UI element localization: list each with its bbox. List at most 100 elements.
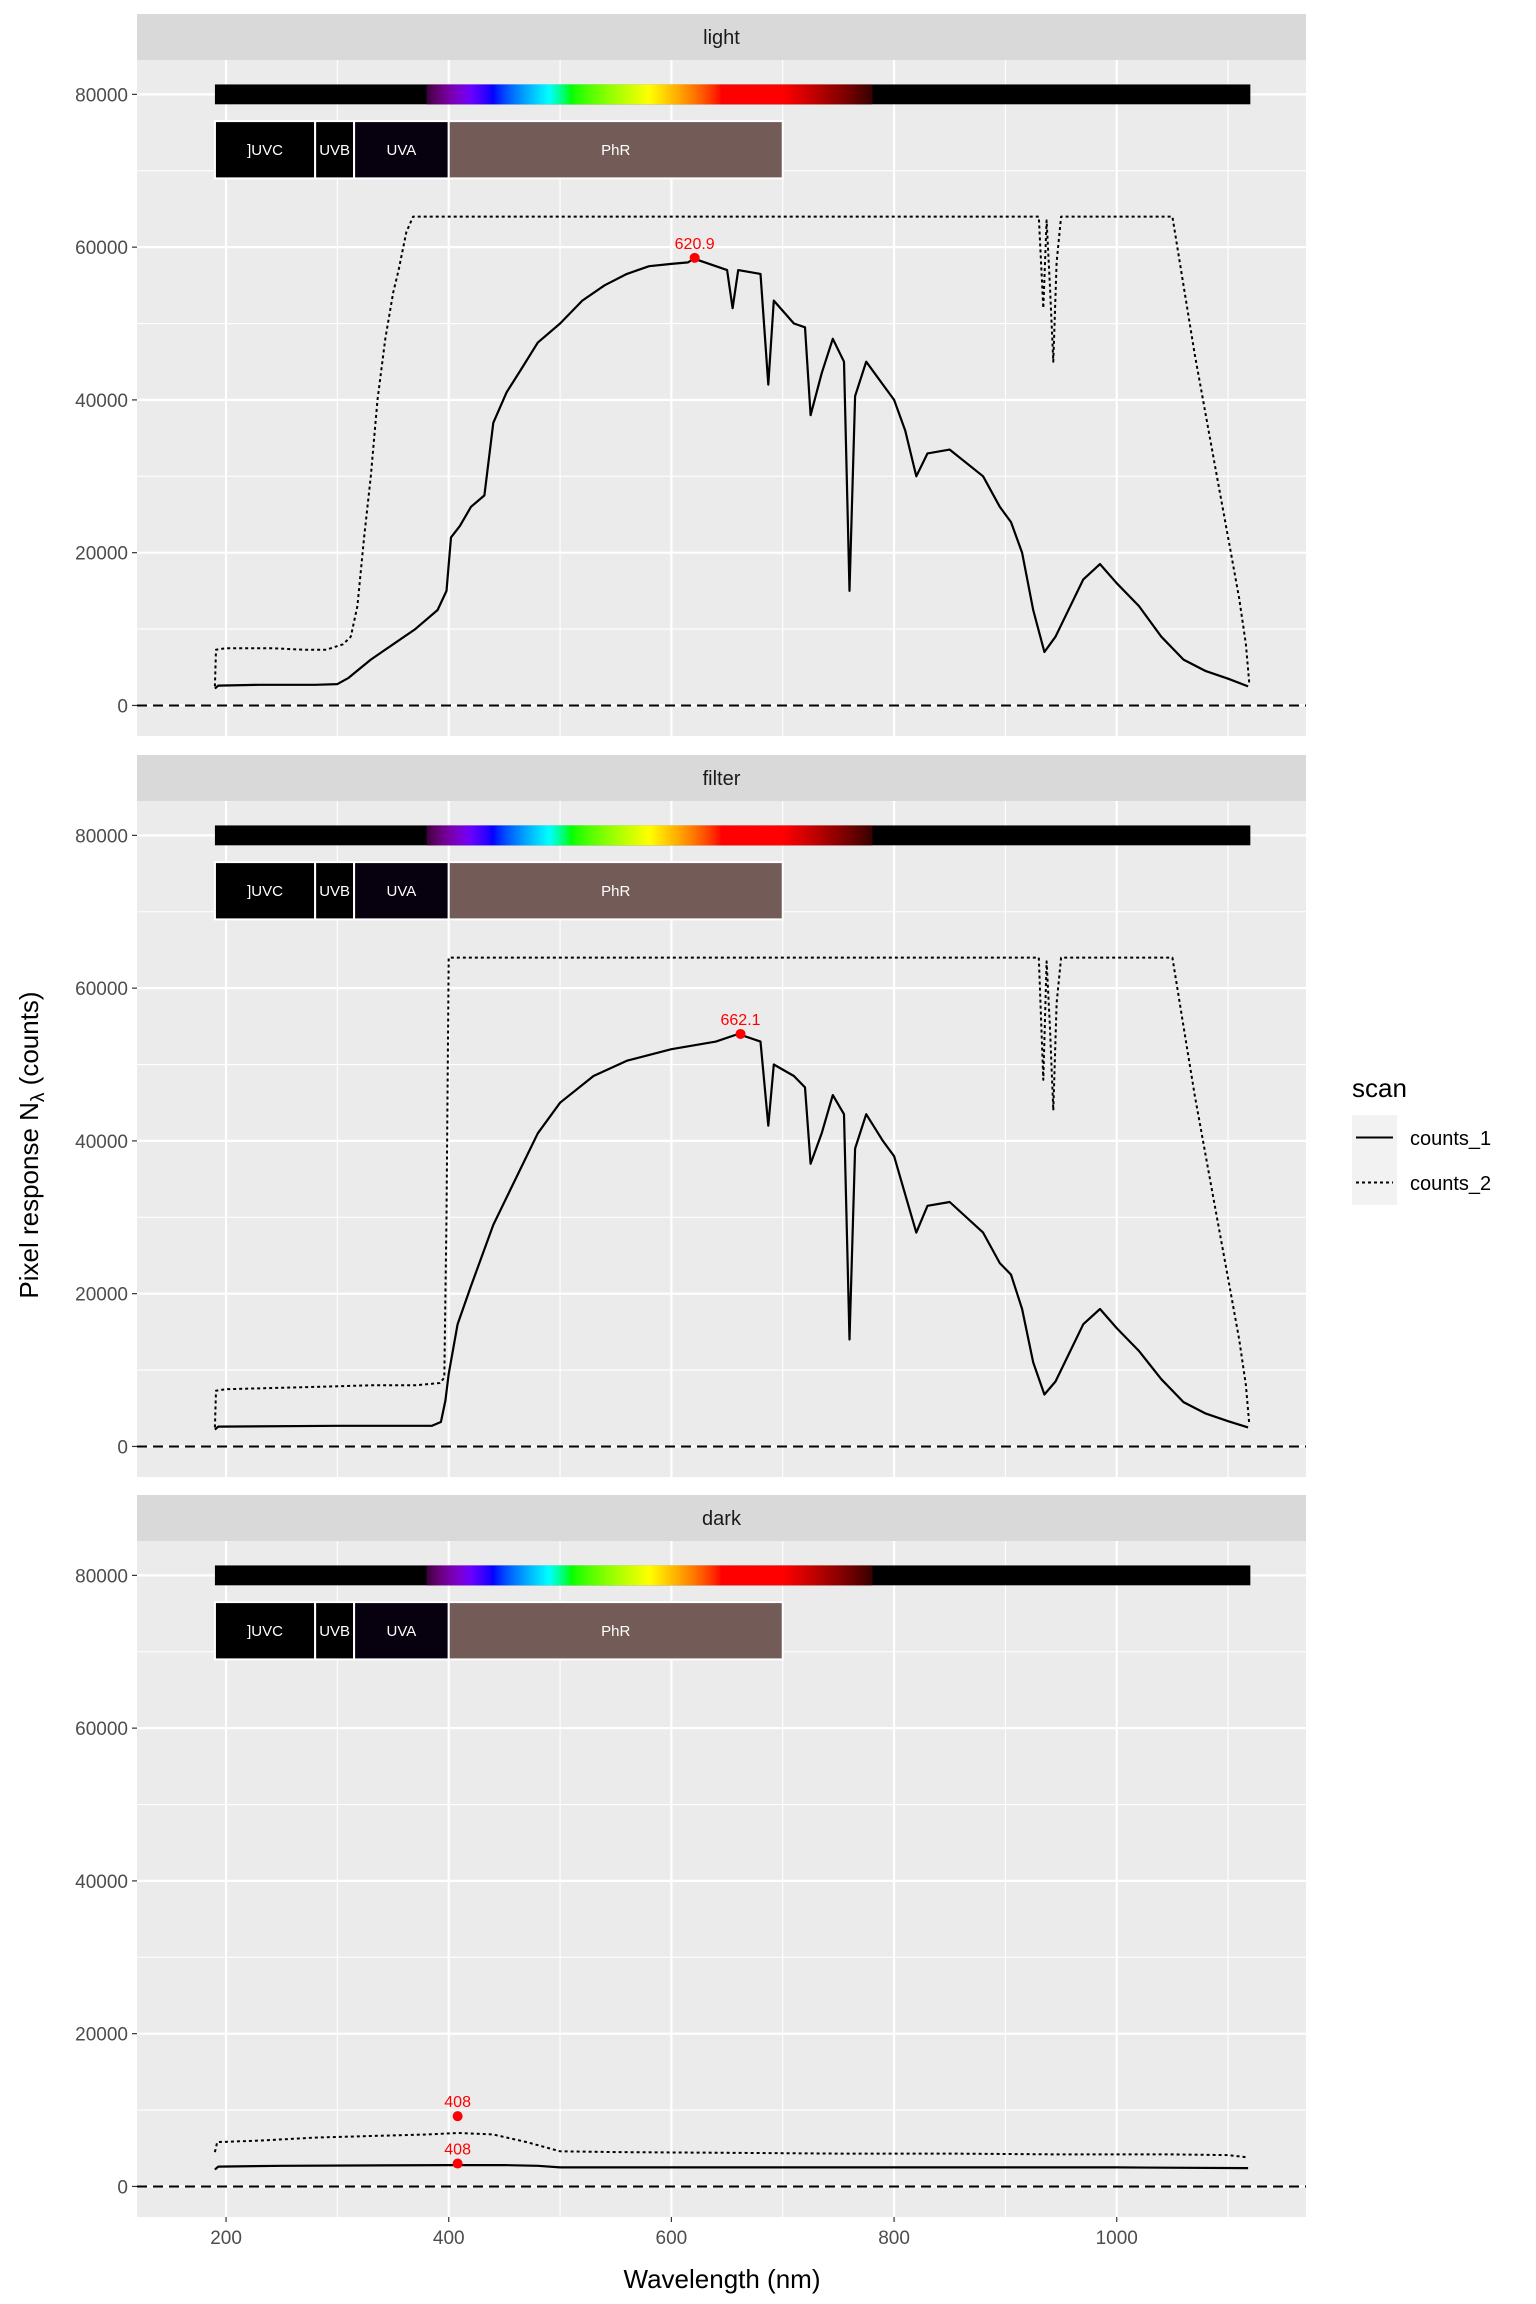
spectrum-bar-slice [704,84,708,105]
spectrum-bar-slice [702,825,706,846]
spectrum-bar-slice [433,1565,436,1586]
spectrum-bar-slice [526,84,530,105]
spectrum-bar-slice [519,825,523,846]
spectrum-bar-slice [827,84,831,105]
spectrum-bar-slice [580,1565,583,1586]
spectrum-bar-slice [577,84,581,105]
spectrum-bar-slice [778,1565,782,1586]
spectrum-bar-slice [867,1565,871,1586]
spectrum-bar-slice [709,1565,713,1586]
spectrum-bar-slice [695,1565,699,1586]
spectrum-bar-slice [776,1565,779,1586]
spectrum-bar-slice [629,1565,632,1586]
spectrum-bar-slice [624,1565,628,1586]
spectrum-bar-slice [751,825,755,846]
spectrum-bar-slice [862,1565,866,1586]
spectrum-bar-slice [566,825,570,846]
spectrum-bar-slice [707,825,710,846]
spectrum-bar-slice [546,1565,550,1586]
spectrum-bar-slice [557,825,561,846]
spectrum-bar-slice [658,1565,661,1586]
spectrum-bar-slice [720,84,724,105]
spectrum-bar-slice [853,825,857,846]
spectrum-bar-slice [533,1565,537,1586]
spectrum-bar-slice [508,84,512,105]
spectrum-bar-slice [493,1565,497,1586]
spectrum-bar-slice [664,84,668,105]
spectrum-bar-slice [742,825,746,846]
facet-strip-label: light [703,27,740,49]
spectrum-bar-slice [593,825,597,846]
spectrum-bar-slice [860,84,864,105]
spectrum-bar-slice [831,825,835,846]
spectrum-bar-slice [820,84,824,105]
waveband-box [314,120,356,180]
spectrum-bar-slice [468,1565,472,1586]
spectrum-bar-slice [428,825,432,846]
spectrum-bar-slice [729,1565,733,1586]
spectrum-bar-slice [756,1565,759,1586]
spectrum-bar-slice [433,84,436,105]
spectrum-bar-slice [495,825,499,846]
spectrum-bar-slice [524,1565,528,1586]
spectrum-bar-slice [789,1565,793,1586]
facet-strip [137,755,1306,801]
spectrum-bar-slice [508,825,512,846]
spectrum-bar-slice [446,1565,450,1586]
spectrum-bar-slice [506,825,510,846]
spectrum-bar-slice [575,1565,579,1586]
spectrum-bar-slice [816,1565,819,1586]
spectrum-bar-slice [642,1565,646,1586]
spectrum-bar-slice [584,825,588,846]
panel-dark: dark 0 20000 40000 60000 80000]UVC UVB UVA PhR 40… [75,1495,1306,2249]
spectrum-bar-slice [727,1565,730,1586]
spectrum-bar-slice [586,825,590,846]
spectrum-bar-slice [459,825,463,846]
spectrum-bar-slice [833,84,837,105]
spectrum-bar-slice [499,1565,503,1586]
spectrum-bar-slice [515,84,519,105]
spectrum-bar-slice [426,1565,430,1586]
spectrum-bar-slice [506,1565,510,1586]
spectrum-bar-slice [649,825,652,846]
spectrum-bar-slice [822,1565,826,1586]
spectrum-bar-slice [869,1565,873,1586]
spectrum-bar-slice [540,825,543,846]
spectrum-bar-slice [582,1565,586,1586]
spectrum-bar-slice [658,825,661,846]
spectrum-bar-slice [479,84,483,105]
spectrum-bar-slice [499,84,503,105]
spectrum-bar-slice [593,1565,597,1586]
spectrum-bar-slice [575,825,579,846]
spectrum-bar-slice [662,1565,666,1586]
y-tick-label: 40000 [75,1872,128,1893]
spectrum-bar-slice [560,825,563,846]
spectrum-bar-slice [713,825,717,846]
spectrum-bar-slice [580,825,583,846]
spectrum-bar-slice [773,1565,777,1586]
spectrum-bar-slice [544,84,548,105]
spectrum-bar-slice [635,84,639,105]
spectrum-bar-slice [718,1565,721,1586]
spectrum-bar-slice [784,1565,788,1586]
spectrum-bar-slice [582,825,586,846]
spectrum-bar-slice [606,825,610,846]
waveband-label: ]UVC [247,142,283,159]
spectrum-bar-slice [617,1565,621,1586]
spectrum-bar-slice [609,84,612,105]
spectrum-bar-slice [471,825,474,846]
waveband-box [353,1601,450,1661]
spectrum-bar-slice [711,84,715,105]
y-tick-label: 80000 [75,826,128,847]
peak-point [689,252,700,263]
waveband-label: UVB [319,142,350,159]
spectrum-bar-slice [655,1565,659,1586]
spectrum-bar-slice [767,825,770,846]
spectrum-bar-slice [600,825,603,846]
spectrum-bar-slice [673,84,677,105]
spectrum-bar-slice [568,1565,572,1586]
legend: scan counts_1 counts_2 [1352,1073,1491,1205]
spectrum-bar-slice [457,1565,461,1586]
spectrum-bar-slice [655,84,659,105]
spectrum-bar-slice [727,84,730,105]
